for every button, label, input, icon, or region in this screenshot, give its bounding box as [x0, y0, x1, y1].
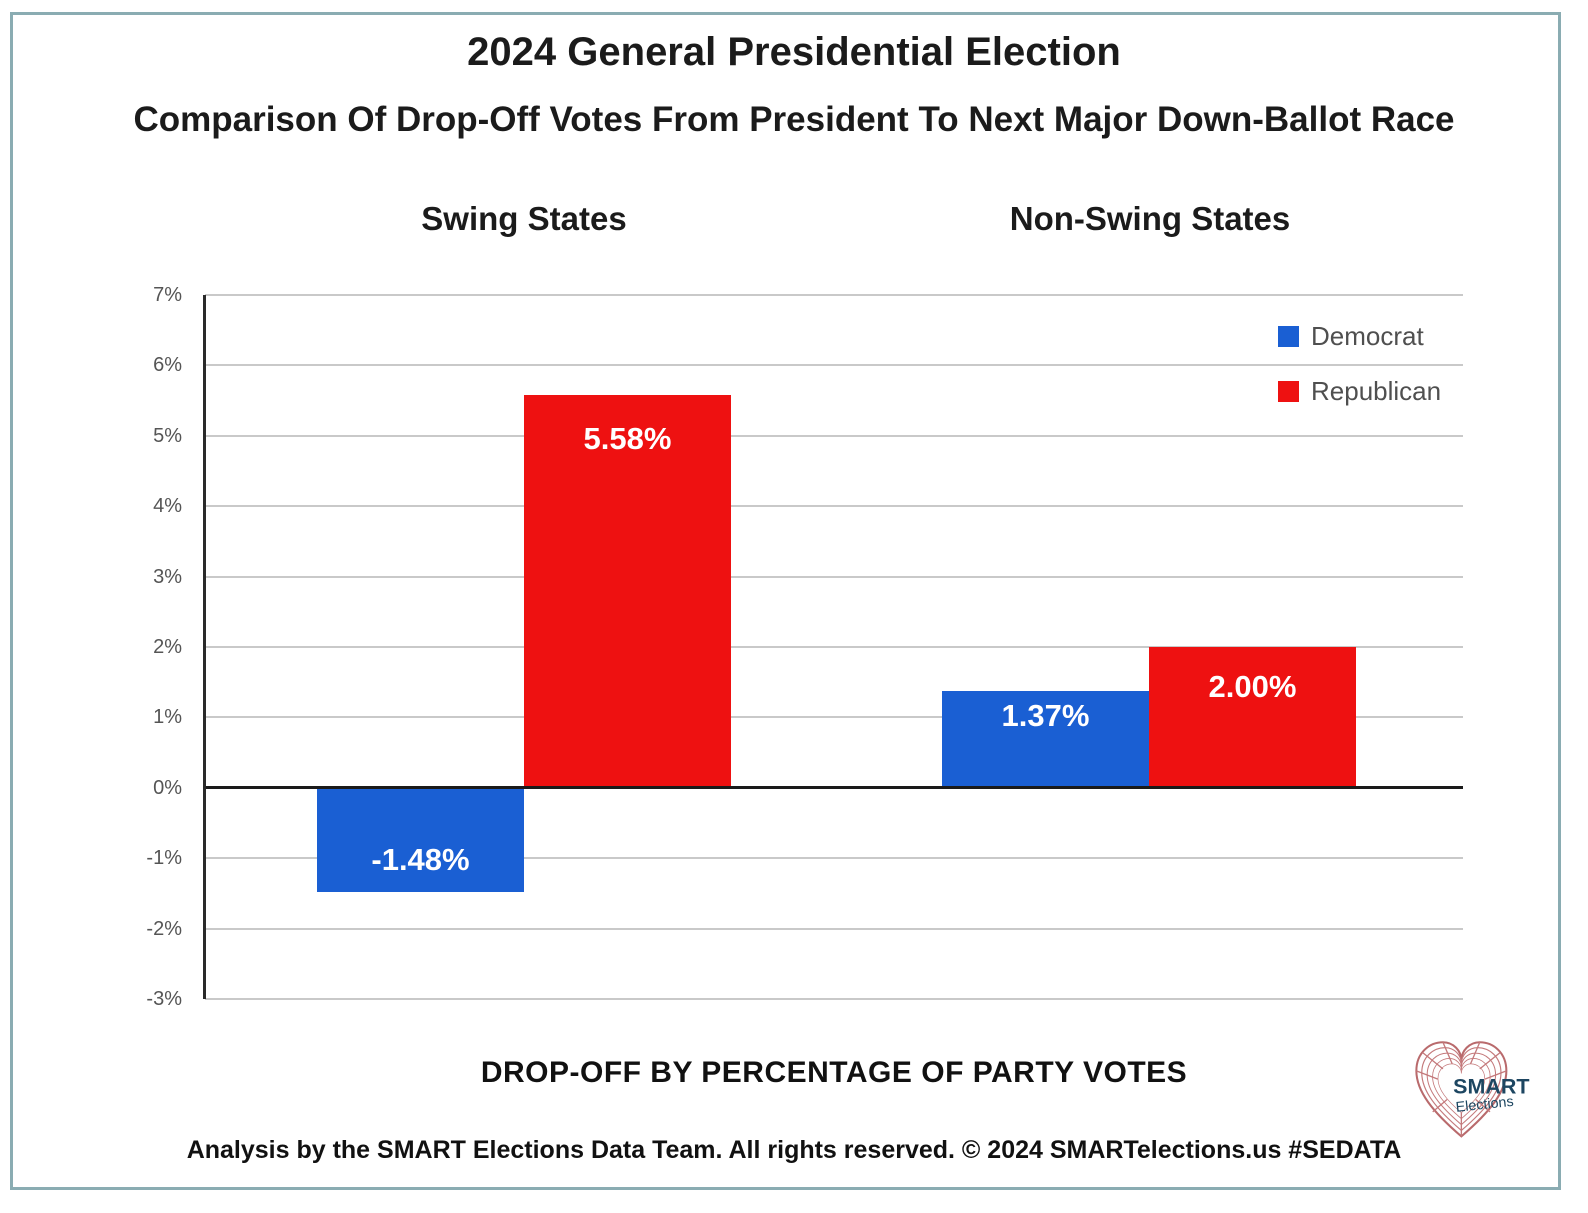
- y-tick-label: -3%: [146, 988, 182, 1010]
- chart-frame: [10, 12, 1561, 1190]
- gridline: [205, 434, 1463, 437]
- y-tick-label: 5%: [153, 424, 182, 447]
- group-label-non-swing-states: Non-Swing States: [1009, 200, 1291, 237]
- bar-republican-swing-states: 5.58%: [524, 394, 731, 788]
- heart-wireframe-icon: SMART Elections: [1415, 1041, 1530, 1138]
- chart-title: 2024 General Presidential Election: [467, 30, 1121, 74]
- y-tick-label: 4%: [153, 495, 182, 518]
- smart-elections-logo: SMART Elections: [1400, 1030, 1535, 1175]
- logo-text-smart: SMART: [1453, 1074, 1529, 1098]
- y-tick-label: 1%: [153, 706, 182, 729]
- y-tick-label: -1%: [146, 847, 182, 870]
- gridline: [205, 857, 1463, 860]
- legend-item-republican: Republican: [1278, 376, 1441, 407]
- group-label-swing-states: Swing States: [421, 200, 627, 237]
- gridline: [205, 927, 1463, 930]
- legend-swatch-republican: [1278, 381, 1299, 402]
- bar-value-label: -1.48%: [371, 841, 470, 877]
- bar-value-label: 1.37%: [1001, 698, 1090, 734]
- y-axis-tick-labels: 7% 6% 5% 4% 3% 2% 1% 0% -1% -2% -3%: [10, 284, 190, 1010]
- bar-republican-non-swing-states: 2.00%: [1149, 647, 1356, 788]
- bar-value-label: 5.58%: [583, 420, 672, 456]
- y-tick-label: 6%: [153, 354, 182, 377]
- bar-democrat-non-swing-states: 1.37%: [942, 691, 1149, 788]
- gridline: [205, 998, 1463, 1000]
- chart-subtitle: Comparison Of Drop-Off Votes From Presid…: [133, 100, 1455, 139]
- gridline: [205, 364, 1463, 367]
- plot-area: 7% 6% 5% 4% 3% 2% 1% 0% -1% -2% -3% Democrat Republ…: [146, 284, 1463, 1010]
- x-axis-caption: DROP-OFF BY PERCENTAGE OF PARTY VOTES: [480, 1056, 1188, 1089]
- gridline: [205, 294, 1463, 296]
- bar-value-label: 2.00%: [1208, 669, 1297, 704]
- logo-text-elections: Elections: [1455, 1094, 1514, 1116]
- gridline: [205, 716, 1463, 719]
- legend-swatch-democrat: [1278, 326, 1299, 347]
- legend: Democrat Republican: [1278, 321, 1441, 407]
- gridline: [205, 646, 1463, 648]
- y-tick-label: 2%: [153, 636, 182, 658]
- y-tick-label: 7%: [153, 284, 182, 306]
- zero-baseline: [205, 786, 1463, 790]
- gridline: [205, 575, 1463, 578]
- legend-label: Republican: [1311, 376, 1442, 406]
- y-axis-line: [203, 295, 206, 999]
- y-tick-label: 3%: [153, 565, 182, 588]
- legend-item-democrat: Democrat: [1278, 321, 1441, 352]
- y-tick-label: 0%: [153, 776, 182, 799]
- footer-credit: Analysis by the SMART Elections Data Tea…: [186, 1136, 1402, 1164]
- legend-label: Democrat: [1311, 321, 1424, 351]
- y-tick-label: -2%: [146, 917, 182, 940]
- gridline: [205, 505, 1463, 508]
- bar-democrat-swing-states: -1.48%: [317, 787, 524, 892]
